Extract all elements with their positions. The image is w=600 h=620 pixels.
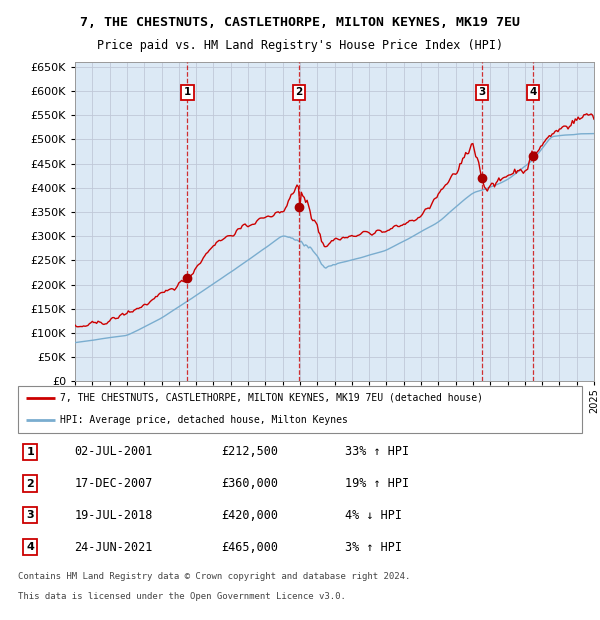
Text: 33% ↑ HPI: 33% ↑ HPI [345, 445, 409, 458]
Text: 7, THE CHESTNUTS, CASTLETHORPE, MILTON KEYNES, MK19 7EU (detached house): 7, THE CHESTNUTS, CASTLETHORPE, MILTON K… [60, 393, 484, 403]
Text: 2: 2 [296, 87, 303, 97]
Text: £360,000: £360,000 [221, 477, 278, 490]
Text: HPI: Average price, detached house, Milton Keynes: HPI: Average price, detached house, Milt… [60, 415, 348, 425]
Text: 1: 1 [184, 87, 191, 97]
Text: 7, THE CHESTNUTS, CASTLETHORPE, MILTON KEYNES, MK19 7EU: 7, THE CHESTNUTS, CASTLETHORPE, MILTON K… [80, 16, 520, 29]
Text: 19-JUL-2018: 19-JUL-2018 [74, 509, 153, 522]
Text: 17-DEC-2007: 17-DEC-2007 [74, 477, 153, 490]
Text: 02-JUL-2001: 02-JUL-2001 [74, 445, 153, 458]
Text: This data is licensed under the Open Government Licence v3.0.: This data is licensed under the Open Gov… [18, 592, 346, 601]
Text: £420,000: £420,000 [221, 509, 278, 522]
Text: 19% ↑ HPI: 19% ↑ HPI [345, 477, 409, 490]
Text: £465,000: £465,000 [221, 541, 278, 554]
Text: 3: 3 [479, 87, 486, 97]
Text: 3% ↑ HPI: 3% ↑ HPI [345, 541, 402, 554]
Text: 3: 3 [26, 510, 34, 520]
Text: 1: 1 [26, 447, 34, 457]
Text: 4: 4 [26, 542, 34, 552]
Text: Contains HM Land Registry data © Crown copyright and database right 2024.: Contains HM Land Registry data © Crown c… [18, 572, 410, 582]
Text: £212,500: £212,500 [221, 445, 278, 458]
Text: 4% ↓ HPI: 4% ↓ HPI [345, 509, 402, 522]
Text: 2: 2 [26, 479, 34, 489]
FancyBboxPatch shape [18, 386, 582, 433]
Text: 24-JUN-2021: 24-JUN-2021 [74, 541, 153, 554]
Text: 4: 4 [529, 87, 537, 97]
Text: Price paid vs. HM Land Registry's House Price Index (HPI): Price paid vs. HM Land Registry's House … [97, 39, 503, 52]
